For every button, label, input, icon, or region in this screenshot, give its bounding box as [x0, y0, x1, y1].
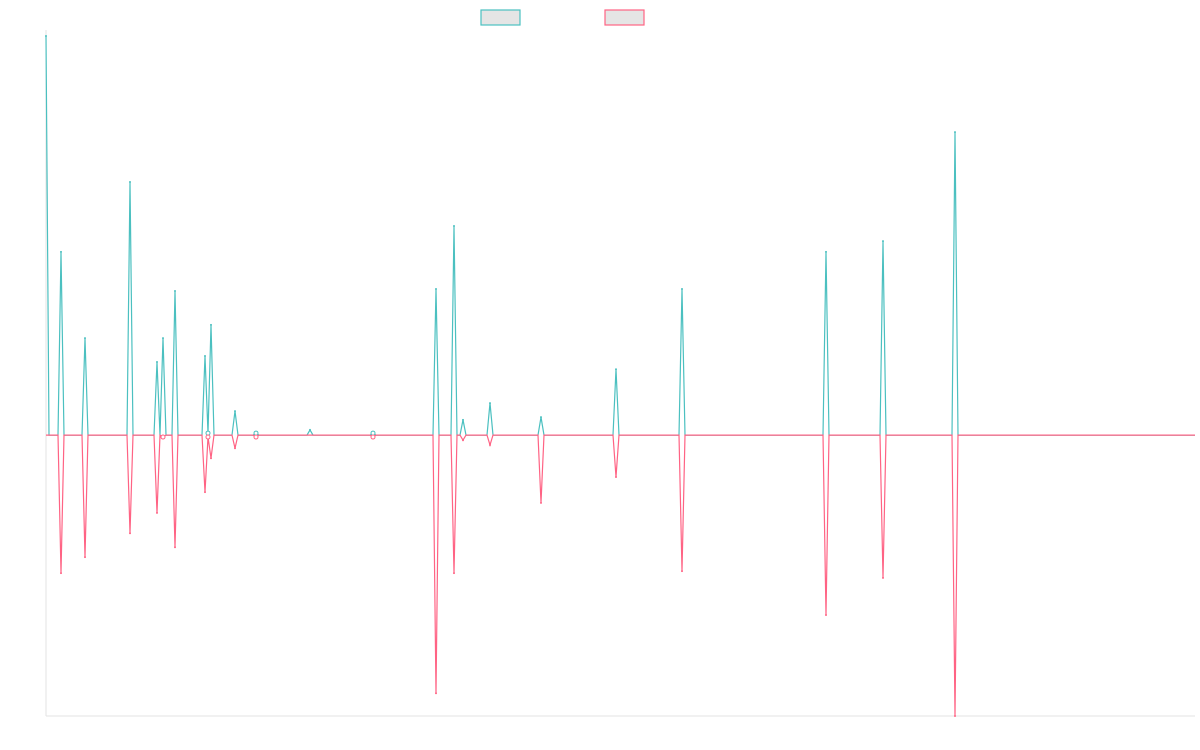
series-line-1 [45, 35, 1195, 436]
data-point[interactable] [84, 556, 86, 559]
data-point[interactable] [160, 434, 166, 440]
data-point[interactable] [156, 361, 158, 364]
data-point[interactable] [462, 418, 464, 421]
data-point[interactable] [204, 355, 206, 358]
data-point[interactable] [253, 430, 259, 436]
data-point[interactable] [253, 434, 259, 440]
legend-swatch-2[interactable] [604, 9, 645, 26]
data-point[interactable] [204, 491, 206, 494]
data-point[interactable] [453, 224, 455, 227]
data-point[interactable] [615, 368, 617, 371]
data-point[interactable] [45, 35, 47, 37]
legend [480, 9, 645, 26]
data-point[interactable] [825, 614, 827, 617]
series-group [45, 35, 1195, 717]
data-point[interactable] [234, 447, 236, 450]
data-point[interactable] [435, 288, 437, 291]
data-point[interactable] [234, 410, 236, 413]
data-point[interactable] [489, 402, 491, 405]
data-point[interactable] [615, 475, 617, 478]
data-point[interactable] [205, 430, 211, 436]
data-point[interactable] [162, 337, 164, 340]
data-point[interactable] [174, 290, 176, 292]
data-point[interactable] [825, 250, 827, 253]
data-point[interactable] [370, 434, 376, 440]
data-point[interactable] [954, 131, 956, 134]
data-point[interactable] [462, 439, 464, 442]
legend-swatch-1[interactable] [480, 9, 521, 26]
data-point[interactable] [882, 576, 884, 579]
data-point[interactable] [84, 337, 86, 340]
data-point[interactable] [210, 323, 212, 326]
data-point[interactable] [489, 444, 491, 447]
data-point[interactable] [540, 501, 542, 504]
data-point[interactable] [309, 428, 311, 431]
data-point[interactable] [60, 250, 62, 253]
data-point[interactable] [435, 692, 437, 695]
data-point[interactable] [681, 570, 683, 573]
data-point[interactable] [156, 511, 158, 514]
data-point[interactable] [205, 434, 211, 440]
data-point[interactable] [174, 546, 176, 549]
data-point[interactable] [453, 572, 455, 575]
data-point[interactable] [681, 288, 683, 291]
data-point[interactable] [60, 572, 62, 575]
data-point[interactable] [540, 416, 542, 419]
data-point[interactable] [129, 181, 131, 184]
data-point[interactable] [370, 430, 376, 436]
data-point[interactable] [954, 715, 956, 717]
data-point[interactable] [210, 457, 212, 460]
series-line-2 [46, 434, 1195, 717]
data-point[interactable] [129, 532, 131, 535]
data-point[interactable] [882, 240, 884, 243]
